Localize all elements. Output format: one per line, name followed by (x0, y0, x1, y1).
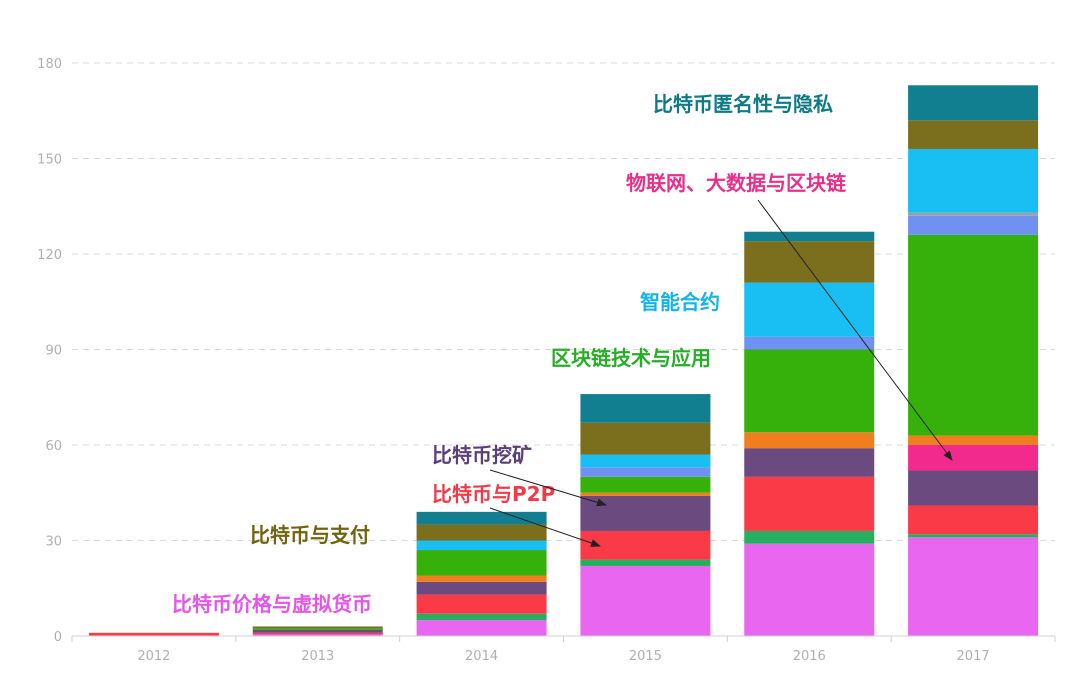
bar-segment (908, 120, 1039, 149)
bar-segment (580, 565, 711, 636)
bar-segment (580, 422, 711, 455)
bar-segment (744, 448, 875, 477)
y-tick-label: 120 (37, 248, 62, 263)
x-tick-label: 2014 (465, 649, 498, 664)
series-annotation: 比特币价格与虚拟货币 (172, 592, 372, 616)
bar-segment (580, 495, 711, 531)
x-tick-label: 2013 (301, 649, 334, 664)
bar-segment (908, 445, 1039, 471)
annotation-arrow (489, 507, 601, 547)
series-annotation: 比特币与支付 (250, 523, 370, 547)
bar-segment (744, 282, 875, 337)
bar-segment (908, 85, 1039, 121)
bar-segment (88, 632, 219, 636)
x-tick-label: 2015 (629, 649, 662, 664)
bar-segment (908, 435, 1039, 445)
y-tick-label: 30 (45, 535, 62, 550)
bar-segment (908, 215, 1039, 235)
bar-segment (580, 467, 711, 477)
series-annotation: 比特币挖矿 (432, 443, 532, 467)
x-tick-label: 2016 (793, 649, 826, 664)
bar-segment (252, 634, 383, 636)
bar-segment (252, 632, 383, 635)
bar-segment (416, 511, 547, 525)
bar-segment (744, 336, 875, 350)
bar-segment (908, 534, 1039, 538)
series-annotation: 比特币与P2P (432, 482, 555, 506)
y-tick-label: 60 (45, 439, 62, 454)
series-annotation: 物联网、大数据与区块链 (626, 171, 847, 195)
axes: 0 30 60 90 120 150 180 2012 2013 2014 2015 2016 2017 (37, 57, 1056, 664)
series-annotation: 区块链技术与应用 (551, 346, 711, 370)
bar-segment (252, 626, 383, 629)
series-annotation: 智能合约 (640, 290, 720, 314)
bar-segment (908, 505, 1039, 535)
annotations: 比特币价格与虚拟货币 比特币与支付 比特币与P2P 比特币挖矿 区块链技术与应用 智能合约… (172, 92, 953, 616)
bar-segment (416, 524, 547, 541)
y-tick-label: 180 (37, 57, 62, 72)
series-annotation: 比特币匿名性与隐私 (653, 92, 833, 116)
y-tick-label: 150 (37, 153, 62, 168)
bar-segment (908, 148, 1039, 213)
bar-segment (580, 559, 711, 566)
bar-segment (416, 540, 547, 551)
bar-segment (908, 212, 1039, 216)
bar-segment (744, 241, 875, 283)
bar-segment (416, 575, 547, 582)
x-tick-label: 2012 (137, 649, 170, 664)
y-tick-label: 90 (45, 344, 62, 359)
annotation-arrow (489, 469, 607, 507)
bar-segment (744, 432, 875, 449)
bar-segment (744, 543, 875, 636)
bar-segment (252, 628, 383, 630)
annotation-arrow (757, 199, 953, 461)
bar-segment (580, 476, 711, 493)
bar-segment (908, 470, 1039, 506)
bar-segment (580, 394, 711, 423)
bar-segment (908, 537, 1039, 636)
bar-segment (252, 629, 383, 633)
bar-segment (744, 530, 875, 544)
bar-segment (416, 581, 547, 595)
bar-segment (580, 454, 711, 468)
y-tick-label: 0 (54, 630, 62, 645)
bar-segment (416, 613, 547, 621)
bar-segment (416, 550, 547, 576)
bar-segment (744, 349, 875, 433)
bar-segment (580, 492, 711, 496)
bar-segment (580, 530, 711, 560)
x-tick-label: 2017 (957, 649, 990, 664)
grid (72, 62, 1055, 541)
bar-segment (744, 231, 875, 242)
bar-segment (744, 476, 875, 531)
bar-segment (908, 234, 1039, 436)
bar-segment (416, 620, 547, 636)
bar-segment (416, 594, 547, 614)
